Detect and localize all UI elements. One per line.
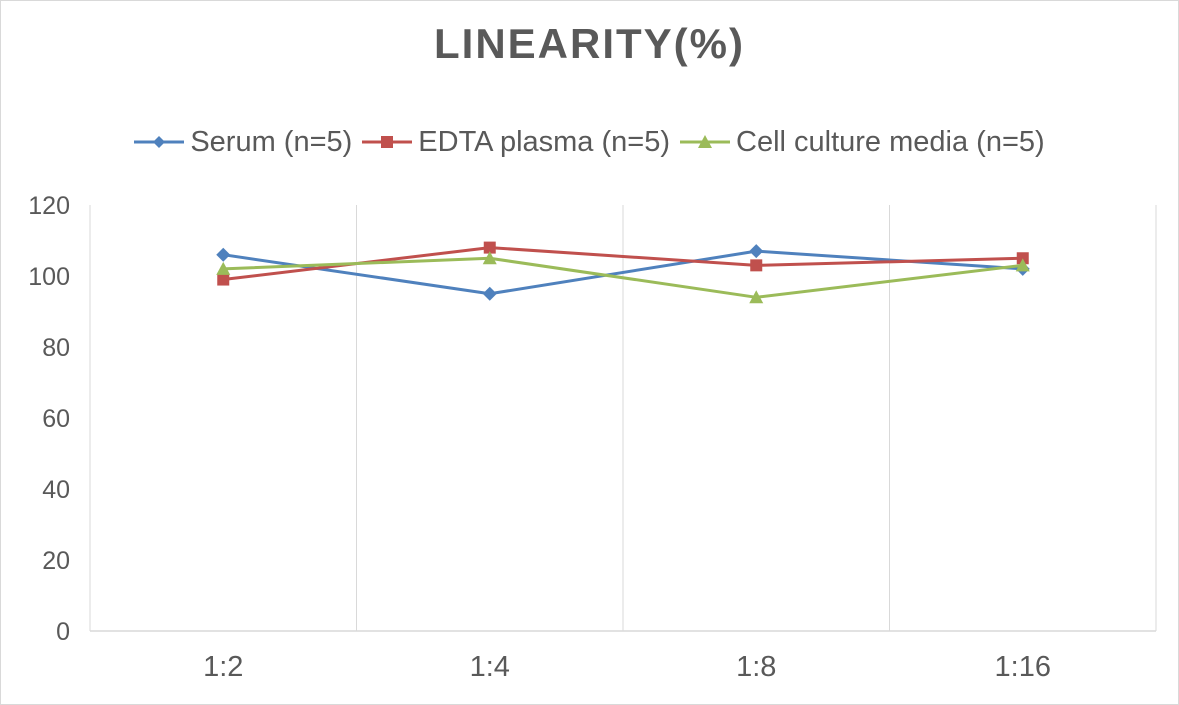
y-tick-label: 120 [28, 192, 70, 220]
data-point-diamond [216, 247, 231, 262]
series-line-2 [223, 256, 1023, 299]
data-point-square [483, 241, 496, 254]
data-point-triangle [482, 251, 497, 265]
legend-label-serum: Serum (n=5) [190, 125, 353, 158]
legend-swatch-serum [134, 136, 185, 148]
data-point-square [1016, 252, 1029, 265]
data-point-square [217, 273, 230, 286]
legend-label-cell-culture-media: Cell culture media (n=5) [736, 125, 1045, 158]
x-tick-label: 1:4 [470, 651, 510, 683]
data-point-diamond [749, 244, 764, 259]
data-point-triangle [1015, 258, 1030, 272]
y-tick-label: 80 [42, 334, 70, 362]
y-tick-label: 40 [42, 476, 70, 504]
y-tick-label: 0 [56, 618, 70, 646]
data-point-triangle [749, 290, 764, 304]
legend-item-serum: Serum (n=5) [134, 126, 352, 159]
y-tick-label: 100 [28, 263, 70, 291]
y-tick-label: 20 [42, 547, 70, 575]
chart-title: LINEARITY(%) [434, 20, 745, 67]
legend-swatch-edta-plasma [362, 136, 413, 148]
legend-swatch-cell-culture-media [680, 135, 730, 148]
x-tick-label: 1:2 [203, 651, 243, 683]
legend-item-edta-plasma: EDTA plasma (n=5) [362, 126, 670, 159]
data-point-square [750, 259, 763, 272]
legend-label-edta-plasma: EDTA plasma (n=5) [418, 125, 670, 158]
y-tick-label: 60 [42, 405, 70, 433]
data-point-diamond [482, 286, 497, 301]
legend-item-cell-culture-media: Cell culture media (n=5) [680, 126, 1045, 159]
x-tick-label: 1:8 [736, 651, 776, 683]
x-tick-label: 1:16 [995, 651, 1051, 683]
data-point-triangle [216, 261, 231, 275]
chart-legend: Serum (n=5) EDTA plasma (n=5) Cell cultu… [0, 122, 1179, 162]
series-line-0 [223, 249, 1023, 296]
